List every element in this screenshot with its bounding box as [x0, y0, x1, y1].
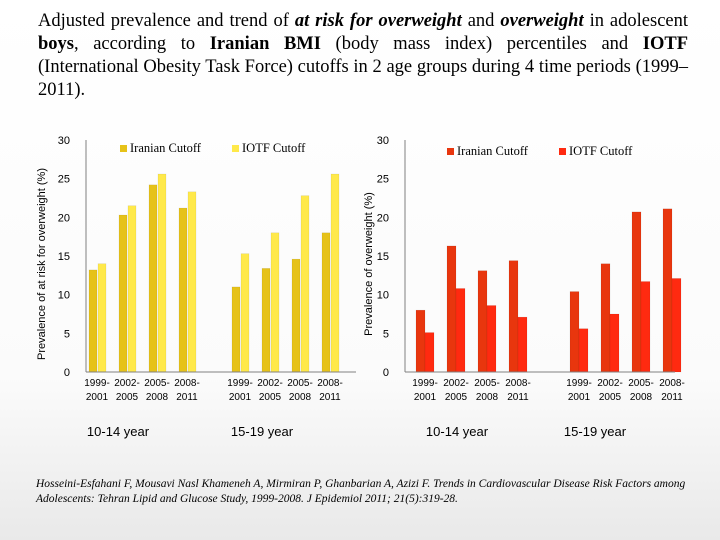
c2-bar [424, 332, 435, 373]
c1-bar [97, 263, 107, 373]
c1-bar [231, 286, 241, 373]
c1-y-tick-label: 30 [58, 135, 70, 147]
c2-x-tick-label: 1999- [412, 378, 438, 389]
c2-x-tick-label: 2005- [474, 378, 500, 389]
c2-bar [671, 278, 682, 373]
c1-bar [270, 232, 280, 373]
c1-bar [127, 205, 137, 373]
c2-x-tick-label: 2002- [597, 378, 623, 389]
c2-bar [600, 263, 611, 373]
c1-bar [88, 269, 98, 373]
c2-bar [455, 288, 466, 373]
c2-x-tick-label: 2001 [568, 392, 591, 403]
c1-legend-swatch-1 [120, 145, 127, 152]
c2-bar [477, 270, 488, 373]
c2-x-tick-label: 2001 [414, 392, 437, 403]
c2-y-tick-label: 15 [377, 251, 389, 263]
c2-y-tick-label: 30 [377, 135, 389, 147]
c1-bar [118, 214, 128, 373]
c2-y-tick-label: 10 [377, 290, 389, 302]
c2-group-label: 10-14 year [426, 424, 489, 439]
c1-x-tick-label: 2005 [259, 392, 282, 403]
c1-x-tick-label: 1999- [227, 378, 253, 389]
c1-x-tick-label: 2008 [146, 392, 169, 403]
citation: Hosseini-Esfahani F, Mousavi Nasl Khamen… [36, 478, 686, 505]
c2-x-tick-label: 2008- [505, 378, 531, 389]
c2-bar [569, 291, 580, 373]
c1-x-tick-label: 2002- [114, 378, 140, 389]
c1-group-label: 15-19 year [231, 424, 294, 439]
c1-x-tick-label: 2001 [86, 392, 109, 403]
c1-bar [148, 184, 158, 373]
c2-y-tick-label: 25 [377, 174, 389, 186]
c1-bar [157, 173, 167, 373]
c2-legend-swatch-2 [559, 148, 566, 155]
c2-x-tick-label: 2002- [443, 378, 469, 389]
c2-x-tick-label: 2005- [628, 378, 654, 389]
c1-x-tick-label: 2001 [229, 392, 252, 403]
c1-x-tick-label: 2008- [317, 378, 343, 389]
c2-x-tick-label: 2011 [661, 392, 683, 403]
c1-y-tick-label: 5 [64, 328, 70, 340]
c1-y-tick-label: 0 [64, 367, 70, 379]
c2-x-tick-label: 2005 [445, 392, 468, 403]
c1-x-tick-label: 2008 [289, 392, 312, 403]
c2-x-tick-label: 1999- [566, 378, 592, 389]
c1-group-label: 10-14 year [87, 424, 150, 439]
c2-bar [508, 260, 519, 373]
c1-legend-label-2: IOTF Cutoff [242, 141, 306, 155]
c2-legend-swatch-1 [447, 148, 454, 155]
c2-x-tick-label: 2005 [599, 392, 622, 403]
c1-bar [300, 195, 310, 373]
c1-y-tick-label: 20 [58, 212, 70, 224]
c1-bar [178, 207, 188, 373]
c1-bar [291, 258, 301, 373]
c2-group-label: 15-19 year [564, 424, 627, 439]
c1-bar [261, 268, 271, 373]
c2-y-tick-label: 20 [377, 212, 389, 224]
c2-bar [517, 316, 528, 373]
c1-bar [187, 191, 197, 373]
c1-bar [330, 173, 340, 373]
c1-x-tick-label: 2005 [116, 392, 139, 403]
c2-y-tick-label: 0 [383, 367, 389, 379]
c1-bar [240, 253, 250, 373]
c1-x-tick-label: 2011 [176, 392, 198, 403]
c1-x-tick-label: 1999- [84, 378, 110, 389]
c1-x-tick-label: 2008- [174, 378, 200, 389]
c1-legend-label-1: Iranian Cutoff [130, 141, 202, 155]
charts-area: 0 5 10 15 20 25 30 Prevalence of at risk for ov… [36, 135, 685, 439]
c2-y-tick-label: 5 [383, 328, 389, 340]
c1-x-tick-label: 2002- [257, 378, 283, 389]
slide-title: Adjusted prevalence and trend of at risk… [38, 11, 689, 100]
c2-bar [578, 328, 589, 373]
c2-x-tick-label: 2008 [630, 392, 653, 403]
c1-y-tick-label: 15 [58, 251, 70, 263]
c2-bar [415, 309, 426, 373]
c1-x-tick-label: 2005- [287, 378, 313, 389]
c2-bar [662, 208, 673, 373]
c2-legend-label-1: Iranian Cutoff [457, 144, 529, 158]
c2-bar [486, 305, 497, 373]
c2-x-tick-label: 2008- [659, 378, 685, 389]
c1-x-tick-label: 2005- [144, 378, 170, 389]
c1-bar [321, 232, 331, 373]
c2-x-tick-label: 2008 [476, 392, 499, 403]
c1-y-tick-label: 25 [58, 174, 70, 186]
c1-y-tick-label: 10 [58, 290, 70, 302]
c2-bar [609, 313, 620, 373]
c2-legend-label-2: IOTF Cutoff [569, 144, 633, 158]
c2-bar [446, 245, 457, 373]
c1-x-tick-label: 2011 [319, 392, 341, 403]
c2-y-axis-label: Prevalence of overweight (%) [363, 192, 375, 336]
c2-bar [640, 281, 651, 373]
c1-y-axis-label: Prevalence of at risk for overweight (%) [36, 168, 48, 360]
c2-x-tick-label: 2011 [507, 392, 529, 403]
c1-legend-swatch-2 [232, 145, 239, 152]
c2-bar [631, 211, 642, 373]
